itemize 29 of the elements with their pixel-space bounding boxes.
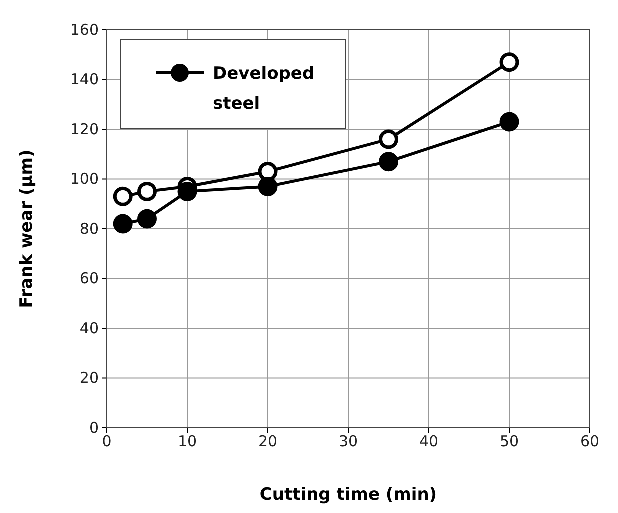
point [258,177,278,196]
x-axis-title: Cutting time (min) [260,485,438,505]
point [138,182,157,202]
point [379,130,398,150]
x-tick-label: 30 [338,432,358,451]
x-tick-label: 60 [580,432,600,451]
y-axis-title: Frank wear (μm) [17,150,37,308]
x-tick-label: 20 [258,432,278,451]
x-tick-label: 40 [419,432,439,451]
y-tick-label: 100 [70,170,99,188]
x-tick-label: 10 [178,432,198,451]
y-tick-label: 40 [80,319,99,338]
y-tick-label: 160 [70,20,99,39]
y-tick-label: 0 [89,418,99,437]
y-tick-label: 80 [80,220,99,238]
x-tick-label: 0 [102,432,112,451]
x-tick-label: 50 [500,432,520,451]
y-tick-label: 20 [80,369,99,388]
point [379,152,398,172]
point [113,214,133,234]
y-tick-label: 140 [70,70,99,89]
legend-label: Developed steel [213,64,315,114]
point [178,182,198,202]
y-tick-label: 120 [70,120,99,138]
y-tick-label: 60 [80,270,99,288]
point [500,52,520,72]
point [113,186,133,206]
point [500,112,520,132]
point [138,209,157,229]
